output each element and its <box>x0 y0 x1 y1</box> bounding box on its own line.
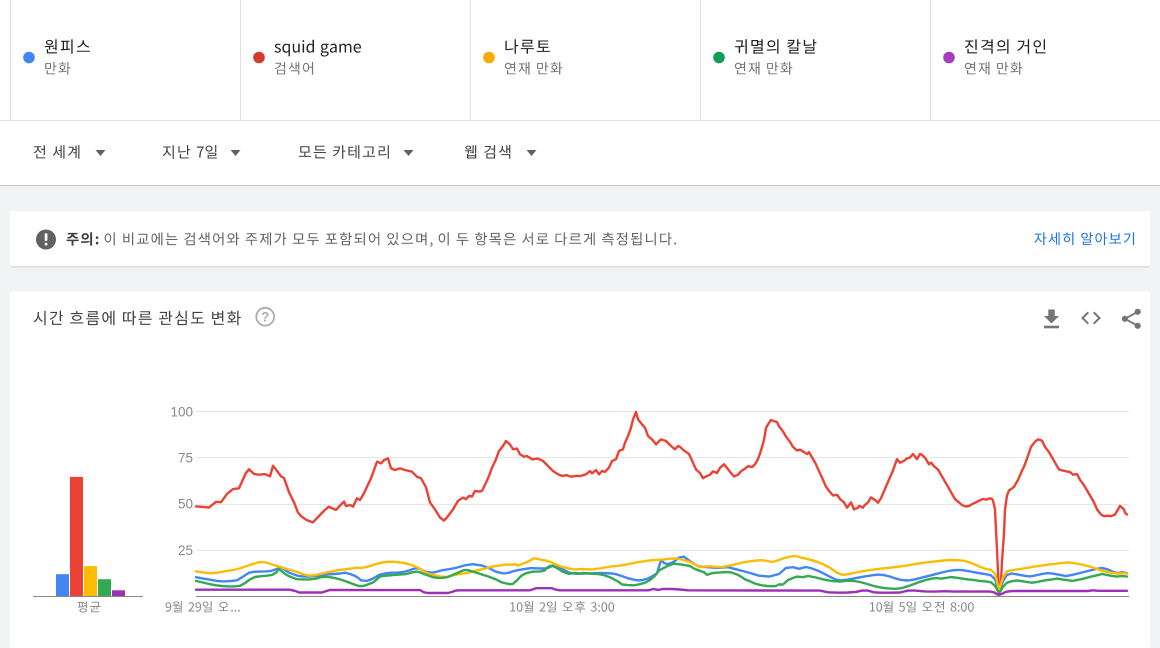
svg-text:100: 100 <box>170 404 193 419</box>
svg-text:75: 75 <box>178 451 193 466</box>
svg-text:?: ? <box>261 310 269 325</box>
svg-text:50: 50 <box>178 497 193 512</box>
svg-text:25: 25 <box>178 543 193 558</box>
